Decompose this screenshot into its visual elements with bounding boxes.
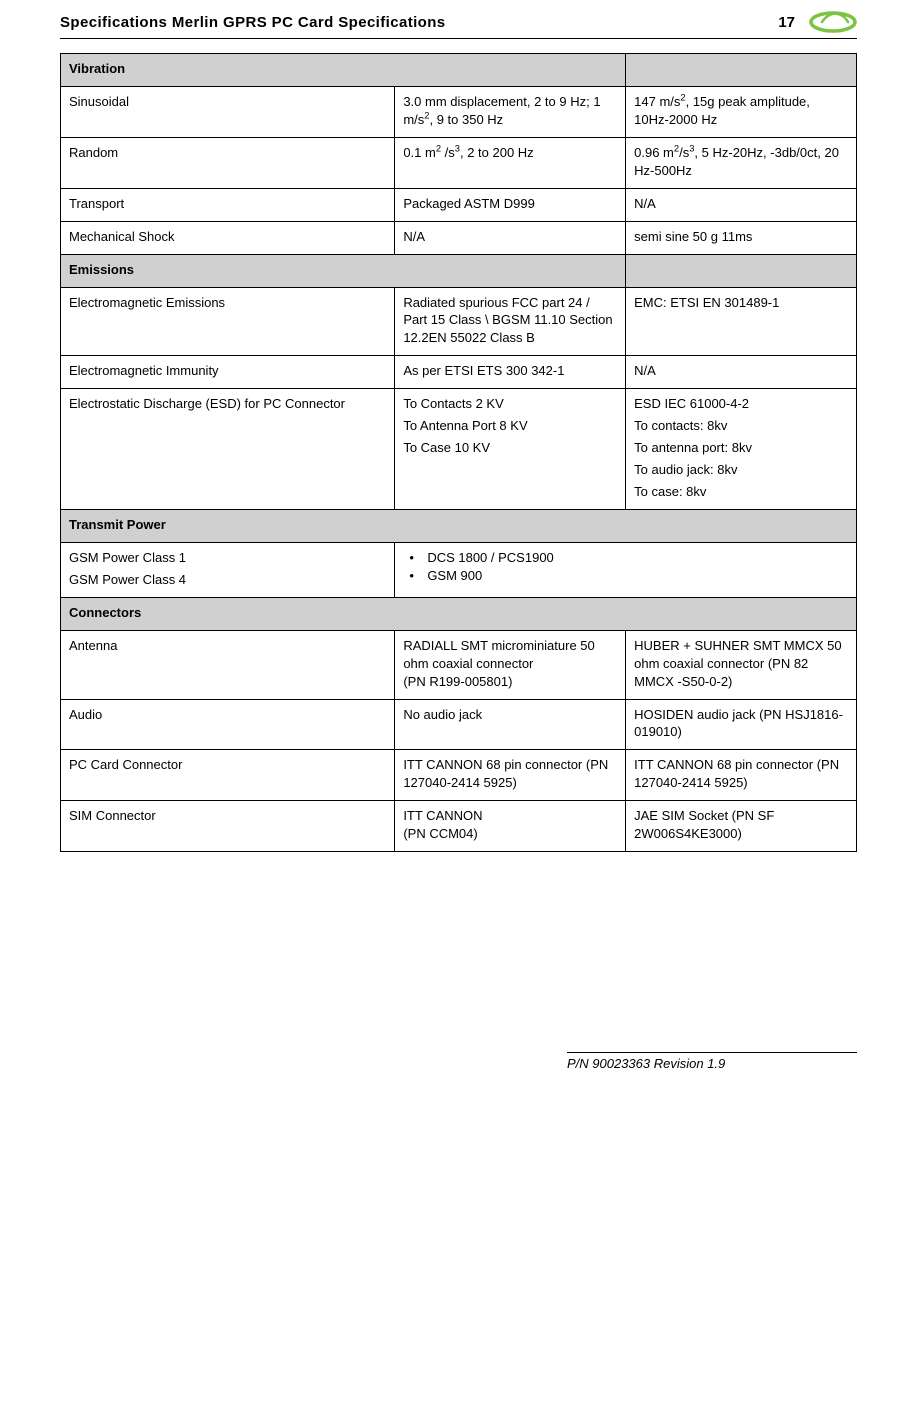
vibration-sinusoidal-label: Sinusoidal xyxy=(61,86,395,137)
table-row: Antenna RADIALL SMT microminia­ture 50 o… xyxy=(61,630,857,699)
text-fragment: /s xyxy=(679,145,689,160)
section-connectors-header-row: Connectors xyxy=(61,597,857,630)
emissions-immunity-label: Electromagnetic Immunity xyxy=(61,356,395,389)
line: To antenna port: 8kv xyxy=(634,439,848,457)
page-header: Specifications Merlin GPRS PC Card Speci… xyxy=(60,0,857,36)
connectors-audio-col2: No audio jack xyxy=(395,699,626,750)
section-vibration-header-row: Vibration xyxy=(61,54,857,87)
header-title: Specifications Merlin GPRS PC Card Speci… xyxy=(60,14,446,31)
table-row: Random 0.1 m2 /s3, 2 to 200 Hz 0.96 m2/s… xyxy=(61,137,857,188)
table-row: Audio No audio jack HOSIDEN audio jack (… xyxy=(61,699,857,750)
connectors-sim-col2: ITT CANNON (PN CCM04) xyxy=(395,801,626,852)
emissions-immunity-col2: As per ETSI ETS 300 342-1 xyxy=(395,356,626,389)
line: To Contacts 2 KV xyxy=(403,395,617,413)
vibration-shock-label: Mechanical Shock xyxy=(61,221,395,254)
section-transmit-header-row: Transmit Power xyxy=(61,509,857,542)
table-row: SIM Connector ITT CANNON (PN CCM04) JAE … xyxy=(61,801,857,852)
line: GSM Power Class 4 xyxy=(69,571,386,589)
emissions-esd-col2: To Contacts 2 KV To Antenna Port 8 KV To… xyxy=(395,389,626,510)
header-right-group: 17 xyxy=(778,11,857,33)
transmit-label: GSM Power Class 1 GSM Power Class 4 xyxy=(61,542,395,597)
page-container: Specifications Merlin GPRS PC Card Speci… xyxy=(0,0,917,1111)
vibration-transport-col2: Packaged ASTM D999 xyxy=(395,188,626,221)
page-number: 17 xyxy=(778,14,795,31)
connectors-sim-col3: JAE SIM Socket (PN SF 2W006S4KE3000) xyxy=(626,801,857,852)
connectors-antenna-col3: HUBER + SUHNER SMT MMCX 50 ohm coaxial c… xyxy=(626,630,857,699)
transmit-value: DCS 1800 / PCS1900 GSM 900 xyxy=(395,542,857,597)
emissions-heading: Emissions xyxy=(61,254,626,287)
vibration-shock-col2: N/A xyxy=(395,221,626,254)
text-fragment: , 9 to 350 Hz xyxy=(429,112,503,127)
section-emissions-header-row: Emissions xyxy=(61,254,857,287)
text-fragment: 147 m/s xyxy=(634,94,680,109)
line: GSM Power Class 1 xyxy=(69,549,386,567)
vibration-random-col3: 0.96 m2/s3, 5 Hz-20Hz, -3db/0ct, 20 Hz-5… xyxy=(626,137,857,188)
line: To audio jack: 8kv xyxy=(634,461,848,479)
line: To Case 10 KV xyxy=(403,439,617,457)
line: To contacts: 8kv xyxy=(634,417,848,435)
header-rule xyxy=(60,38,857,39)
vibration-heading: Vibration xyxy=(61,54,626,87)
text-fragment: /s xyxy=(441,145,455,160)
footer-rule xyxy=(567,1052,857,1053)
vibration-shock-col3: semi sine 50 g 11ms xyxy=(626,221,857,254)
text-fragment: 0.96 m xyxy=(634,145,674,160)
list-item: DCS 1800 / PCS1900 xyxy=(409,549,848,567)
brand-logo-icon xyxy=(809,11,857,33)
line: To Antenna Port 8 KV xyxy=(403,417,617,435)
line: To case: 8kv xyxy=(634,483,848,501)
emissions-esd-label: Electrostatic Discharge (ESD) for PC Con… xyxy=(61,389,395,510)
connectors-pccard-col3: ITT CANNON 68 pin con­nector (PN 127040-… xyxy=(626,750,857,801)
emissions-em-label: Electromagnetic Emissions xyxy=(61,287,395,356)
table-row: PC Card Connector ITT CANNON 68 pin con­… xyxy=(61,750,857,801)
page-footer: P/N 90023363 Revision 1.9 xyxy=(60,1052,857,1071)
text-fragment: , 2 to 200 Hz xyxy=(460,145,534,160)
emissions-heading-empty xyxy=(626,254,857,287)
table-row: Transport Packaged ASTM D999 N/A xyxy=(61,188,857,221)
connectors-antenna-label: Antenna xyxy=(61,630,395,699)
table-row: Sinusoidal 3.0 mm displacement, 2 to 9 H… xyxy=(61,86,857,137)
emissions-em-col2: Radiated spurious FCC part 24 / Part 15 … xyxy=(395,287,626,356)
table-row: Electromagnetic Emissions Radiated spuri… xyxy=(61,287,857,356)
table-row: Mechanical Shock N/A semi sine 50 g 11ms xyxy=(61,221,857,254)
transmit-heading: Transmit Power xyxy=(61,509,857,542)
connectors-audio-col3: HOSIDEN audio jack (PN HSJ1816-019010) xyxy=(626,699,857,750)
vibration-heading-empty xyxy=(626,54,857,87)
connectors-heading: Connectors xyxy=(61,597,857,630)
footer-text: P/N 90023363 Revision 1.9 xyxy=(567,1056,857,1071)
connectors-audio-label: Audio xyxy=(61,699,395,750)
emissions-immunity-col3: N/A xyxy=(626,356,857,389)
table-row: GSM Power Class 1 GSM Power Class 4 DCS … xyxy=(61,542,857,597)
text-fragment: 0.1 m xyxy=(403,145,436,160)
connectors-antenna-col2: RADIALL SMT microminia­ture 50 ohm coaxi… xyxy=(395,630,626,699)
table-row: Electrostatic Discharge (ESD) for PC Con… xyxy=(61,389,857,510)
vibration-transport-label: Transport xyxy=(61,188,395,221)
emissions-em-col3: EMC: ETSI EN 301489-1 xyxy=(626,287,857,356)
table-row: Electromagnetic Immunity As per ETSI ETS… xyxy=(61,356,857,389)
line: ESD IEC 61000-4-2 xyxy=(634,395,848,413)
vibration-sinusoidal-col3: 147 m/s2, 15g peak ampli­tude, 10Hz-2000… xyxy=(626,86,857,137)
vibration-random-col2: 0.1 m2 /s3, 2 to 200 Hz xyxy=(395,137,626,188)
vibration-transport-col3: N/A xyxy=(626,188,857,221)
emissions-esd-col3: ESD IEC 61000-4-2 To contacts: 8kv To an… xyxy=(626,389,857,510)
list-item: GSM 900 xyxy=(409,567,848,585)
specifications-table: Vibration Sinusoidal 3.0 mm displacement… xyxy=(60,53,857,852)
connectors-sim-label: SIM Connector xyxy=(61,801,395,852)
connectors-pccard-label: PC Card Connector xyxy=(61,750,395,801)
bullet-list: DCS 1800 / PCS1900 GSM 900 xyxy=(403,549,848,585)
connectors-pccard-col2: ITT CANNON 68 pin con­nector (PN 127040-… xyxy=(395,750,626,801)
vibration-sinusoidal-col2: 3.0 mm displacement, 2 to 9 Hz; 1 m/s2, … xyxy=(395,86,626,137)
vibration-random-label: Random xyxy=(61,137,395,188)
